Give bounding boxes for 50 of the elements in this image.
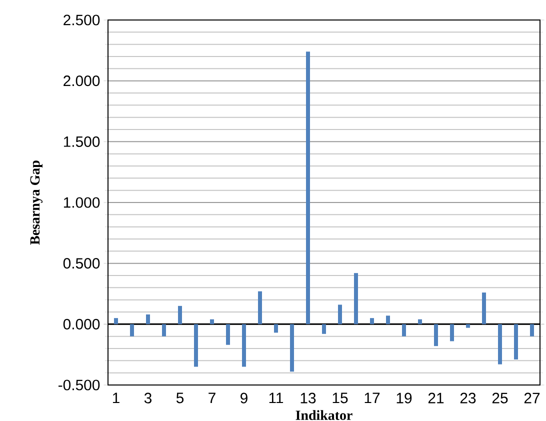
bar <box>466 324 470 328</box>
bar <box>162 324 166 336</box>
x-tick-label: 23 <box>460 392 476 404</box>
bar <box>514 324 518 360</box>
y-tick-label: -0.500 <box>58 380 100 390</box>
bar <box>322 324 326 334</box>
x-tick-label: 15 <box>332 392 348 404</box>
bar <box>450 324 454 342</box>
y-tick-label: 1.500 <box>64 136 100 147</box>
bar <box>354 273 358 324</box>
y-tick-label: 2.500 <box>64 14 100 26</box>
bar <box>226 324 230 345</box>
bar <box>498 324 502 364</box>
bar <box>258 291 262 324</box>
bar <box>114 318 118 324</box>
y-tick-label: 2.000 <box>64 76 100 86</box>
x-tick-label: 19 <box>396 392 412 404</box>
y-axis-title: Besarnya Gap <box>30 160 43 245</box>
bar <box>194 324 198 367</box>
x-tick-label: 9 <box>240 392 248 404</box>
bar <box>274 324 278 333</box>
x-tick-label: 7 <box>208 392 216 404</box>
y-tick-label: 0.500 <box>63 258 100 269</box>
bar <box>418 319 422 324</box>
x-tick-label: 13 <box>300 392 316 404</box>
bar <box>530 324 534 336</box>
x-tick-label: 17 <box>364 392 380 404</box>
bar <box>402 324 406 336</box>
bar <box>210 319 214 324</box>
bar <box>370 318 374 324</box>
bar <box>482 292 486 324</box>
x-tick-label: 11 <box>269 392 284 404</box>
x-tick-label: 1 <box>112 392 120 404</box>
x-tick-label: 27 <box>524 392 540 404</box>
bar <box>386 316 390 324</box>
x-tick-label: 21 <box>428 392 444 404</box>
bar <box>242 324 246 367</box>
bar <box>306 52 310 324</box>
x-tick-label: 25 <box>492 392 508 404</box>
x-tick-label: 5 <box>176 392 184 404</box>
x-axis-title: Indikator <box>296 410 352 420</box>
bar <box>434 324 438 346</box>
bar <box>290 324 294 372</box>
y-tick-label: 1.000 <box>64 197 100 208</box>
bar <box>178 306 182 324</box>
bar <box>146 314 150 324</box>
x-tick-label: 3 <box>144 392 152 404</box>
bar <box>130 324 134 336</box>
bar <box>338 304 342 324</box>
y-tick-label: 0.000 <box>63 318 100 330</box>
